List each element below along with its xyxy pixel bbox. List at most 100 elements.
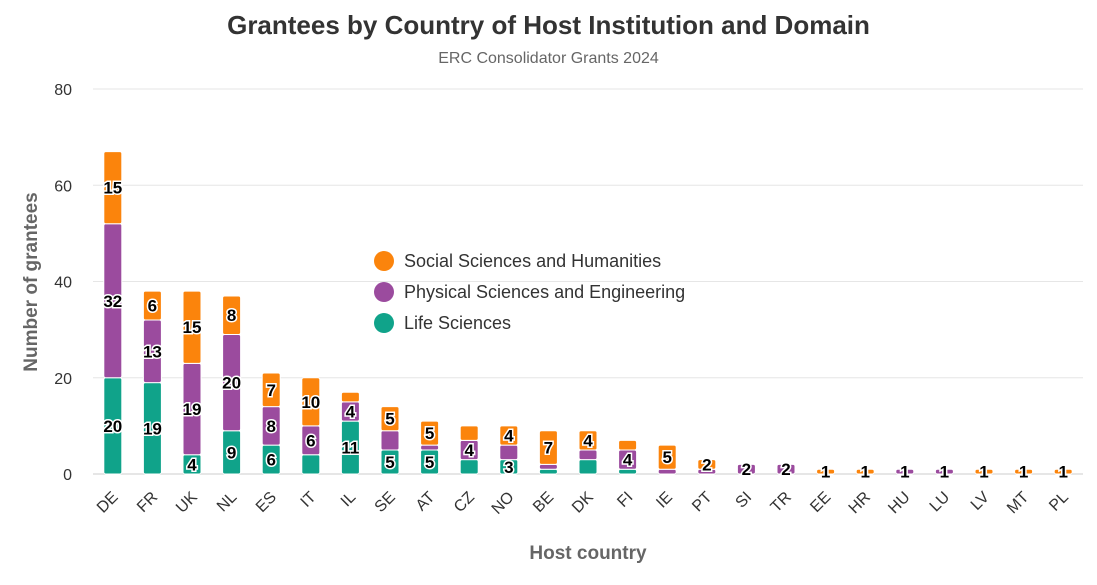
legend-marker[interactable] <box>374 282 394 302</box>
data-label: 13 <box>143 342 162 361</box>
data-label: 2 <box>781 460 790 479</box>
data-label: 2 <box>742 460 751 479</box>
chart-title: Grantees by Country of Host Institution … <box>227 10 870 40</box>
x-tick-label: FI <box>614 489 636 511</box>
bar-segment[interactable] <box>380 406 400 432</box>
legend-item-label[interactable]: Physical Sciences and Engineering <box>404 282 685 302</box>
bar-segment[interactable] <box>776 463 796 475</box>
x-tick-label: PL <box>1046 489 1072 515</box>
legend: Social Sciences and Humanities Physical S… <box>374 251 685 333</box>
x-tick-label: PT <box>689 489 716 516</box>
bar-segment[interactable] <box>618 439 638 451</box>
bar-segment[interactable] <box>380 430 400 451</box>
bar-segment[interactable] <box>578 449 598 461</box>
data-label: 2 <box>702 455 711 474</box>
bar-segment[interactable] <box>895 468 915 475</box>
x-tick-label: EE <box>807 489 834 516</box>
bar-segment[interactable] <box>974 468 994 475</box>
data-label: 7 <box>544 439 553 458</box>
bar-segment[interactable] <box>538 430 558 465</box>
data-label: 5 <box>425 424 434 443</box>
bar-segment[interactable] <box>142 290 162 321</box>
x-tick-label: BE <box>530 489 557 516</box>
legend-marker[interactable] <box>374 251 394 271</box>
data-label: 1 <box>900 463 909 482</box>
bar-segment[interactable] <box>420 420 440 446</box>
bar-segment[interactable] <box>578 430 598 451</box>
bar-segment[interactable] <box>301 454 321 475</box>
data-label: 5 <box>662 448 671 467</box>
bar-segment[interactable] <box>182 290 202 364</box>
x-tick-label: LU <box>927 489 953 515</box>
bar-segment[interactable] <box>222 295 242 335</box>
data-label: 5 <box>385 410 394 429</box>
x-tick-label: HU <box>885 489 913 517</box>
data-label: 8 <box>227 306 236 325</box>
x-tick-label: SE <box>372 489 399 516</box>
bar-segment[interactable] <box>578 459 598 475</box>
data-label: 4 <box>187 455 197 474</box>
legend-item-label[interactable]: Social Sciences and Humanities <box>404 251 661 271</box>
x-tick-label: IE <box>653 489 676 512</box>
x-tick-label: LV <box>968 489 993 514</box>
data-label: 1 <box>821 463 830 482</box>
bar-segment[interactable] <box>459 425 479 441</box>
data-label: 4 <box>464 441 474 460</box>
bar-segment[interactable] <box>657 444 677 470</box>
data-label: 7 <box>266 381 275 400</box>
x-tick-label: HR <box>846 489 874 517</box>
bar-segment[interactable] <box>301 377 321 427</box>
x-tick-label: DK <box>569 489 597 517</box>
data-label: 1 <box>860 463 869 482</box>
x-tick-label: DE <box>94 489 122 517</box>
bar-segment[interactable] <box>538 463 558 470</box>
bar-segment[interactable] <box>103 151 123 225</box>
data-label: 20 <box>222 374 241 393</box>
bar-segment[interactable] <box>657 468 677 475</box>
bar-segment[interactable] <box>1053 468 1073 475</box>
data-label: 1 <box>1019 463 1028 482</box>
y-axis-label: Number of grantees <box>21 192 42 371</box>
x-tick-label: TR <box>768 489 795 516</box>
x-tick-label: IT <box>298 489 320 511</box>
data-label: 5 <box>425 453 434 472</box>
bar-segment[interactable] <box>855 468 875 475</box>
bar-segment[interactable] <box>697 459 717 470</box>
bar-segment[interactable] <box>934 468 954 475</box>
x-axis-label: Host country <box>529 543 647 564</box>
legend-item-label[interactable]: Life Sciences <box>404 313 511 333</box>
chart-subtitle: ERC Consolidator Grants 2024 <box>438 50 659 67</box>
bar-segment[interactable] <box>736 463 756 475</box>
bar-segment[interactable] <box>816 468 836 475</box>
bar-segment[interactable] <box>261 372 281 408</box>
x-tick-label: UK <box>173 489 201 517</box>
data-label: 19 <box>183 400 202 419</box>
data-label: 11 <box>341 439 359 458</box>
data-label: 8 <box>266 417 275 436</box>
data-label: 1 <box>1058 463 1067 482</box>
x-tick-label: FR <box>134 489 161 516</box>
bar-segment[interactable] <box>1014 468 1034 475</box>
bar-segment[interactable] <box>340 391 360 403</box>
data-label: 6 <box>306 431 315 450</box>
bar-segment[interactable] <box>420 444 440 451</box>
data-label: 32 <box>103 292 122 311</box>
x-tick-label: IL <box>338 489 360 511</box>
x-tick-label: CZ <box>451 489 478 516</box>
data-label: 4 <box>504 427 514 446</box>
legend-marker[interactable] <box>374 313 394 333</box>
data-label: 5 <box>385 453 394 472</box>
data-label: 3 <box>504 458 513 477</box>
y-tick-label: 40 <box>54 275 72 292</box>
data-label: 6 <box>148 297 157 316</box>
bar-segment[interactable] <box>499 425 519 446</box>
x-tick-label: ES <box>253 489 280 516</box>
bar-segment[interactable] <box>538 468 558 475</box>
data-label: 19 <box>143 419 162 438</box>
data-label: 4 <box>346 402 356 421</box>
data-label: 9 <box>227 443 236 462</box>
y-tick-label: 0 <box>63 467 72 484</box>
bar-segment[interactable] <box>618 468 638 475</box>
bar-segment[interactable] <box>459 459 479 475</box>
